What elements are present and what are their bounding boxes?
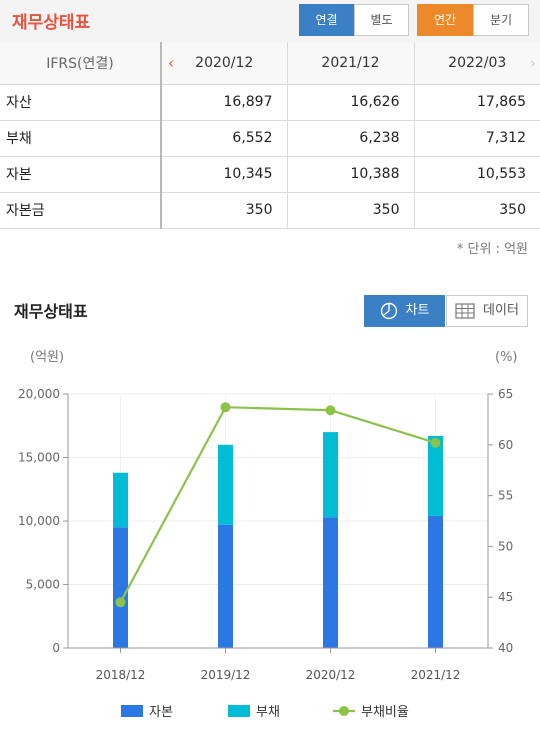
bar-liability xyxy=(323,432,338,518)
bar-equity xyxy=(323,517,338,648)
table-cell: 16,626 xyxy=(287,84,415,121)
bar-liability xyxy=(218,444,233,525)
ratio-point xyxy=(220,402,231,413)
table-cell: 6,238 xyxy=(287,120,415,157)
bar-equity xyxy=(113,527,128,648)
balance-sheet-table: IFRS(연결) ‹ 2020/12 2021/12 2022/03 › 자산 … xyxy=(0,42,540,229)
bar-liability xyxy=(428,435,443,516)
table-cell: 350 xyxy=(414,192,540,229)
column-header: ‹ 2020/12 xyxy=(161,42,288,85)
legend-label-equity: 자본 xyxy=(149,705,173,720)
table-cell: 350 xyxy=(287,192,415,229)
bar-equity xyxy=(218,524,233,648)
chart-view-button[interactable]: 차트 xyxy=(364,295,445,327)
chart-section-title: 재무상태표 xyxy=(14,302,88,321)
table-cell: 350 xyxy=(161,192,288,229)
x-tick-label: 2019/12 xyxy=(201,668,251,682)
table-row: 자본 10,345 10,388 10,553 xyxy=(0,156,540,193)
consolidation-toggle: 연결 별도 xyxy=(299,4,409,36)
legend-swatch-equity xyxy=(121,705,143,717)
ratio-point xyxy=(325,405,336,416)
legend-label-liability: 부채 xyxy=(256,705,280,720)
y-right-tick-label: 55 xyxy=(498,489,513,503)
data-view-button[interactable]: 데이터 xyxy=(446,295,528,327)
table-cell: 6,552 xyxy=(161,120,288,157)
bar-equity xyxy=(428,515,443,648)
legend-swatch-liability xyxy=(228,705,250,717)
table-header-row: IFRS(연결) ‹ 2020/12 2021/12 2022/03 › xyxy=(0,42,540,85)
y-left-tick-label: 5,000 xyxy=(26,578,60,592)
row-label: 부채 xyxy=(0,120,162,157)
ratio-line xyxy=(119,406,436,603)
table-cell: 16,897 xyxy=(161,84,288,121)
table-cell: 17,865 xyxy=(414,84,540,121)
header-bar: 재무상태표 연결 별도 연간 분기 xyxy=(0,0,540,42)
table-cell: 7,312 xyxy=(414,120,540,157)
tab-consolidated[interactable]: 연결 xyxy=(299,4,354,36)
tab-separate[interactable]: 별도 xyxy=(354,4,409,36)
row-label: 자산 xyxy=(0,84,162,121)
y-right-tick-label: 65 xyxy=(498,387,513,401)
legend-swatch-ratio-point xyxy=(339,706,349,716)
table-row: 부채 6,552 6,238 7,312 xyxy=(0,120,540,157)
period-toggle: 연간 분기 xyxy=(417,4,529,36)
bar-liability xyxy=(113,472,128,528)
chevron-left-icon[interactable]: ‹ xyxy=(168,54,174,72)
pie-chart-icon xyxy=(380,302,397,320)
column-header: 2021/12 xyxy=(287,42,415,85)
chart-button-label: 차트 xyxy=(405,303,430,318)
ratio-point xyxy=(430,437,441,448)
y-right-unit-label: (%) xyxy=(495,350,518,365)
ratio-point xyxy=(115,597,126,608)
y-left-tick-label: 15,000 xyxy=(18,451,60,465)
balance-sheet-chart: 0 5,000 10,000 15,000 20,000 40 45 50 55 60 65 (억원)… xyxy=(18,350,518,720)
legend-label-ratio: 부채비율 xyxy=(361,705,409,720)
chevron-right-icon[interactable]: › xyxy=(530,54,536,72)
table-row: 자산 16,897 16,626 17,865 xyxy=(0,84,540,121)
y-right-tick-label: 50 xyxy=(498,539,513,553)
data-button-label: 데이터 xyxy=(483,303,519,318)
x-tick-label: 2021/12 xyxy=(411,668,461,682)
table-cell: 10,388 xyxy=(287,156,415,193)
x-tick-label: 2018/12 xyxy=(96,668,146,682)
y-left-tick-label: 20,000 xyxy=(18,387,60,401)
row-label: 자본금 xyxy=(0,192,162,229)
page-title: 재무상태표 xyxy=(12,13,91,33)
table-cell: 10,345 xyxy=(161,156,288,193)
y-left-unit-label: (억원) xyxy=(30,350,64,365)
y-left-tick-label: 0 xyxy=(52,641,60,655)
tab-quarterly[interactable]: 분기 xyxy=(473,4,529,36)
column-header: 2022/03 › xyxy=(414,42,540,85)
x-tick-label: 2020/12 xyxy=(306,668,356,682)
table-icon xyxy=(455,303,475,319)
y-right-tick-label: 60 xyxy=(498,438,513,452)
y-right-tick-label: 45 xyxy=(498,590,513,604)
tab-annual[interactable]: 연간 xyxy=(417,4,473,36)
unit-note: * 단위 : 억원 xyxy=(456,242,528,257)
y-left-tick-label: 10,000 xyxy=(18,514,60,528)
ifrs-label: IFRS(연결) xyxy=(0,42,162,85)
table-cell: 10,553 xyxy=(414,156,540,193)
y-right-tick-label: 40 xyxy=(498,641,513,655)
row-label: 자본 xyxy=(0,156,162,193)
table-row: 자본금 350 350 350 xyxy=(0,192,540,229)
